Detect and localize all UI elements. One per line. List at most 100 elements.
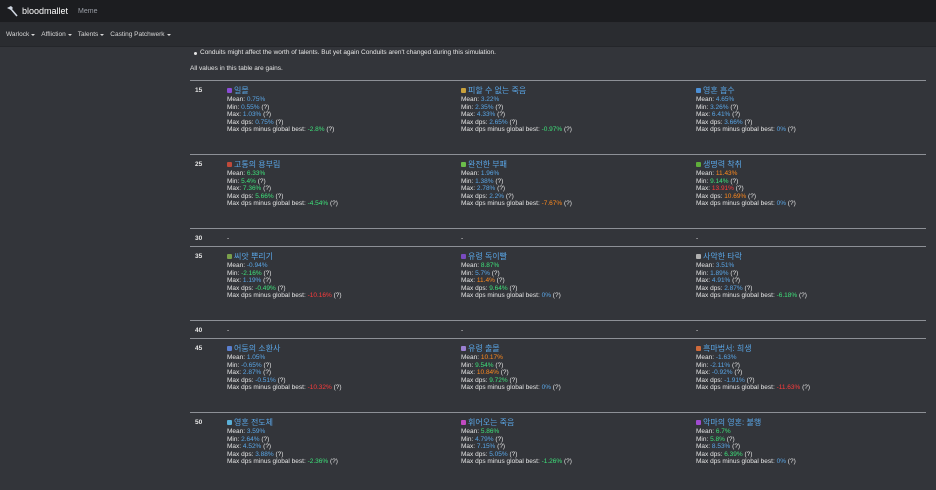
help-tooltip-icon[interactable]: (?) xyxy=(495,103,504,111)
hammer-logo-icon xyxy=(7,6,18,17)
help-tooltip-icon[interactable]: (?) xyxy=(552,292,561,300)
help-tooltip-icon[interactable]: (?) xyxy=(495,435,504,443)
help-tooltip-icon[interactable]: (?) xyxy=(496,277,505,285)
brand-link[interactable]: bloodmallet xyxy=(6,5,68,17)
stat-mean: Mean: 1.05% xyxy=(227,354,342,362)
talent-name-link[interactable]: 악마의 영혼: 불행 xyxy=(696,417,796,428)
help-tooltip-icon[interactable]: (?) xyxy=(261,103,270,111)
nav-data-dropdown[interactable]: Talents xyxy=(78,31,105,38)
help-tooltip-icon[interactable]: (?) xyxy=(732,111,741,119)
help-tooltip-icon[interactable]: (?) xyxy=(275,118,284,126)
nav-fight-dropdown[interactable]: Casting Patchwerk xyxy=(110,31,171,38)
talent-name-link[interactable]: 휘어오는 죽음 xyxy=(461,417,572,428)
help-tooltip-icon[interactable]: (?) xyxy=(497,185,506,193)
help-tooltip-icon[interactable]: (?) xyxy=(744,450,753,458)
stat-value: 4.79% xyxy=(475,435,494,443)
help-tooltip-icon[interactable]: (?) xyxy=(802,384,811,392)
help-tooltip-icon[interactable]: (?) xyxy=(491,269,500,277)
talent-name-link[interactable]: 유령 출몰 xyxy=(461,343,561,354)
help-tooltip-icon[interactable]: (?) xyxy=(746,376,755,384)
help-tooltip-icon[interactable]: (?) xyxy=(263,269,272,277)
stat-maxdps: Max dps: 0.75% (?) xyxy=(227,119,334,127)
help-tooltip-icon[interactable]: (?) xyxy=(732,443,741,451)
talent-name-link[interactable]: 씨앗 뿌리기 xyxy=(227,251,342,262)
help-tooltip-icon[interactable]: (?) xyxy=(732,361,740,369)
help-tooltip-icon[interactable]: (?) xyxy=(277,284,286,292)
row-level: 50 xyxy=(195,419,203,426)
help-tooltip-icon[interactable]: (?) xyxy=(787,458,796,466)
help-tooltip-icon[interactable]: (?) xyxy=(275,192,284,200)
help-tooltip-icon[interactable]: (?) xyxy=(734,369,743,377)
help-tooltip-icon[interactable]: (?) xyxy=(730,103,739,111)
help-tooltip-icon[interactable]: (?) xyxy=(787,200,796,208)
help-tooltip-icon[interactable]: (?) xyxy=(277,376,286,384)
stat-value: 5.4% xyxy=(241,177,256,185)
help-tooltip-icon[interactable]: (?) xyxy=(257,177,266,185)
stat-min: Min: 0.55% (?) xyxy=(227,104,334,112)
talent-name: 악마의 영혼: 불행 xyxy=(703,418,762,427)
help-tooltip-icon[interactable]: (?) xyxy=(497,443,506,451)
help-tooltip-icon[interactable]: (?) xyxy=(500,369,509,377)
talent-name-link[interactable]: 완전한 부패 xyxy=(461,159,572,170)
talent-name-link[interactable]: 사악한 타락 xyxy=(696,251,807,262)
talent-name-link[interactable]: 피할 수 없는 죽음 xyxy=(461,85,572,96)
talent-name-link[interactable]: 어둠의 소환사 xyxy=(227,343,342,354)
stat-label: Max dps minus global best: xyxy=(227,200,306,208)
help-tooltip-icon[interactable]: (?) xyxy=(263,361,272,369)
help-tooltip-icon[interactable]: (?) xyxy=(735,185,744,193)
help-tooltip-icon[interactable]: (?) xyxy=(330,200,338,208)
help-tooltip-icon[interactable]: (?) xyxy=(730,269,739,277)
help-tooltip-icon[interactable]: (?) xyxy=(564,458,572,466)
stat-max: Max: 6.41% (?) xyxy=(696,111,796,119)
help-tooltip-icon[interactable]: (?) xyxy=(509,450,518,458)
help-tooltip-icon[interactable]: (?) xyxy=(799,292,807,300)
talent-name-link[interactable]: 생명력 착취 xyxy=(696,159,796,170)
help-tooltip-icon[interactable]: (?) xyxy=(509,118,518,126)
help-tooltip-icon[interactable]: (?) xyxy=(261,435,270,443)
help-tooltip-icon[interactable]: (?) xyxy=(744,284,753,292)
help-tooltip-icon[interactable]: (?) xyxy=(564,200,572,208)
help-tooltip-icon[interactable]: (?) xyxy=(732,277,741,285)
help-tooltip-icon[interactable]: (?) xyxy=(509,376,518,384)
help-tooltip-icon[interactable]: (?) xyxy=(495,177,504,185)
help-tooltip-icon[interactable]: (?) xyxy=(509,284,518,292)
help-tooltip-icon[interactable]: (?) xyxy=(748,192,756,200)
help-tooltip-icon[interactable]: (?) xyxy=(552,384,561,392)
help-tooltip-icon[interactable]: (?) xyxy=(263,443,272,451)
talent-cell: 일몰 Mean: 0.75% Min: 0.55% (?) Max: 1.03% (?… xyxy=(227,85,334,134)
talent-name-link[interactable]: 일몰 xyxy=(227,85,334,96)
help-tooltip-icon[interactable]: (?) xyxy=(497,111,506,119)
help-tooltip-icon[interactable]: (?) xyxy=(333,384,342,392)
help-tooltip-icon[interactable]: (?) xyxy=(787,126,796,134)
talent-name: 완전한 부패 xyxy=(468,160,508,169)
help-tooltip-icon[interactable]: (?) xyxy=(730,177,739,185)
talent-name-link[interactable]: 영혼 흡수 xyxy=(696,85,796,96)
help-tooltip-icon[interactable]: (?) xyxy=(333,292,342,300)
meme-link[interactable]: Meme xyxy=(78,7,98,15)
talent-name: 영혼 전도체 xyxy=(234,418,274,427)
help-tooltip-icon[interactable]: (?) xyxy=(744,118,753,126)
stat-value: 1.19% xyxy=(242,277,262,285)
talent-name-link[interactable]: 유령 독이빨 xyxy=(461,251,561,262)
help-tooltip-icon[interactable]: (?) xyxy=(726,435,735,443)
help-tooltip-icon[interactable]: (?) xyxy=(263,277,272,285)
help-tooltip-icon[interactable]: (?) xyxy=(326,126,335,134)
stat-label: Max: xyxy=(696,111,711,119)
help-tooltip-icon[interactable]: (?) xyxy=(263,185,272,193)
help-tooltip-icon[interactable]: (?) xyxy=(564,126,572,134)
stat-label: Min: xyxy=(227,103,240,111)
help-tooltip-icon[interactable]: (?) xyxy=(275,450,284,458)
talent-name-link[interactable]: 흑마법서: 희생 xyxy=(696,343,810,354)
talent-name-link[interactable]: 영혼 전도체 xyxy=(227,417,338,428)
talent-name-link[interactable]: 고통의 용부림 xyxy=(227,159,338,170)
nav-fight-label: Casting Patchwerk xyxy=(110,31,165,38)
help-tooltip-icon[interactable]: (?) xyxy=(505,192,514,200)
stat-max: Max: -0.92% (?) xyxy=(696,369,810,377)
nav-class-dropdown[interactable]: Warlock xyxy=(6,31,36,38)
nav-spec-dropdown[interactable]: Affliction xyxy=(41,31,72,38)
help-tooltip-icon[interactable]: (?) xyxy=(330,458,338,466)
help-tooltip-icon[interactable]: (?) xyxy=(263,111,272,119)
help-tooltip-icon[interactable]: (?) xyxy=(495,361,504,369)
stat-maxdps: Max dps: -0.51% (?) xyxy=(227,377,342,385)
help-tooltip-icon[interactable]: (?) xyxy=(263,369,272,377)
